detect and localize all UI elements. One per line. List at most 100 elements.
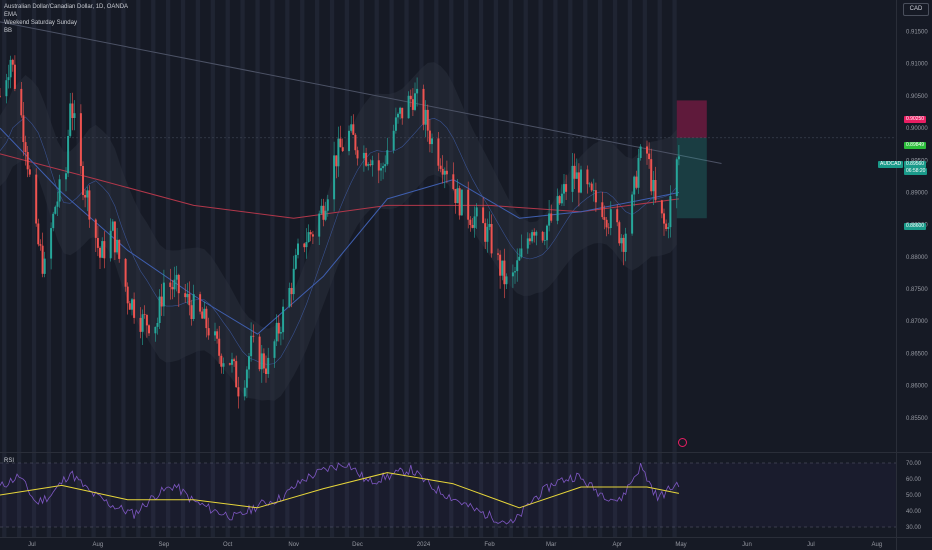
candle-body	[28, 169, 31, 175]
weekend-band	[106, 453, 111, 537]
candle-body	[414, 93, 416, 110]
candle-body	[382, 166, 385, 169]
time-tick-label: May	[675, 542, 686, 548]
candle-body	[43, 258, 46, 274]
candle-body	[245, 369, 248, 388]
candle-body	[571, 165, 574, 192]
candle-body	[352, 124, 355, 135]
weekend-band	[583, 453, 588, 537]
candle-body	[52, 213, 55, 229]
indicator-weekend[interactable]: Weekend Saturday Sunday	[4, 20, 77, 26]
weekend-band	[195, 453, 201, 537]
goto-date-icon[interactable]	[678, 438, 687, 447]
rsi-title[interactable]: RSI	[4, 458, 15, 464]
candle-body	[377, 160, 380, 171]
price-tick-label: 0.85500	[906, 416, 928, 422]
weekend-band	[210, 453, 215, 537]
candle-body	[335, 155, 338, 167]
candle-body	[250, 335, 253, 357]
candle-body	[9, 59, 12, 78]
weekend-band	[553, 453, 558, 537]
indicator-bb[interactable]: BB	[4, 28, 13, 34]
candle-body	[511, 272, 514, 277]
weekend-band	[180, 0, 186, 452]
candle-body	[365, 152, 368, 166]
candle-body	[292, 268, 295, 295]
candle-body	[469, 219, 472, 225]
candle-body	[282, 306, 285, 333]
candle-body	[58, 179, 61, 202]
candle-body	[618, 222, 621, 244]
candle-body	[586, 169, 589, 185]
candle-body	[311, 234, 314, 237]
weekend-band	[568, 453, 573, 537]
candle-body	[56, 201, 59, 207]
weekend-band	[344, 453, 350, 537]
candle-body	[133, 299, 136, 318]
time-tick-label: Apr	[613, 542, 622, 548]
candle-body	[654, 180, 657, 201]
price-tick-label: 0.90000	[906, 126, 928, 132]
candle-body	[441, 168, 444, 175]
candle-body	[580, 169, 582, 193]
candle-body	[424, 109, 427, 125]
candle-body	[501, 260, 504, 276]
weekend-band	[508, 453, 513, 537]
candle-body	[177, 274, 180, 294]
candle-body	[260, 353, 263, 370]
stop-zone	[676, 100, 707, 138]
currency-button[interactable]: CAD	[903, 3, 929, 16]
weekend-band	[434, 453, 439, 537]
time-tick-label: Nov	[288, 542, 299, 548]
candle-body	[533, 232, 536, 236]
candle-body	[297, 243, 299, 255]
weekend-band	[389, 453, 394, 537]
candle-body	[356, 150, 359, 159]
candle-body	[497, 253, 499, 255]
candle-body	[69, 103, 72, 136]
weekend-band	[642, 453, 647, 537]
weekend-band	[151, 453, 156, 537]
candle-body	[520, 248, 523, 257]
candle-body	[541, 231, 544, 241]
candle-body	[337, 138, 340, 167]
candle-body	[620, 237, 623, 244]
weekend-band	[225, 453, 230, 537]
candle-body	[218, 338, 221, 356]
candle-body	[305, 242, 308, 248]
price-tag-green: 0.89849	[904, 142, 927, 149]
candle-body	[518, 256, 521, 261]
candle-body	[73, 113, 76, 118]
candle-body	[665, 223, 668, 229]
weekend-band	[329, 453, 335, 537]
weekend-band	[210, 0, 215, 452]
ema-slow-line	[0, 153, 679, 219]
weekend-band	[2, 0, 7, 452]
candle-body	[309, 232, 312, 235]
candle-body	[288, 288, 291, 307]
candle-body	[273, 341, 276, 358]
indicator-ema[interactable]: EMA	[4, 12, 18, 18]
time-tick-label: Aug	[871, 542, 882, 548]
weekend-band	[17, 453, 22, 537]
candle-body	[11, 59, 14, 65]
weekend-band	[449, 453, 454, 537]
candle-body	[160, 296, 163, 307]
price-tick-label: 0.90500	[906, 94, 928, 100]
candle-body	[201, 311, 204, 319]
candle-body	[384, 164, 387, 167]
candle-body	[443, 170, 446, 175]
weekend-band	[255, 453, 260, 537]
candle-body	[86, 190, 89, 198]
bb-cloud	[0, 62, 677, 401]
rsi-tick-label: 40.00	[906, 509, 922, 515]
weekend-band	[315, 453, 320, 537]
candle-body	[467, 189, 470, 220]
candle-body	[154, 326, 157, 334]
candle-body	[88, 190, 91, 220]
candle-body	[631, 194, 634, 234]
candle-body	[7, 77, 10, 81]
candle-body	[486, 226, 489, 242]
symbol-title[interactable]: Australian Dollar/Canadian Dollar, 1D, O…	[4, 4, 129, 10]
